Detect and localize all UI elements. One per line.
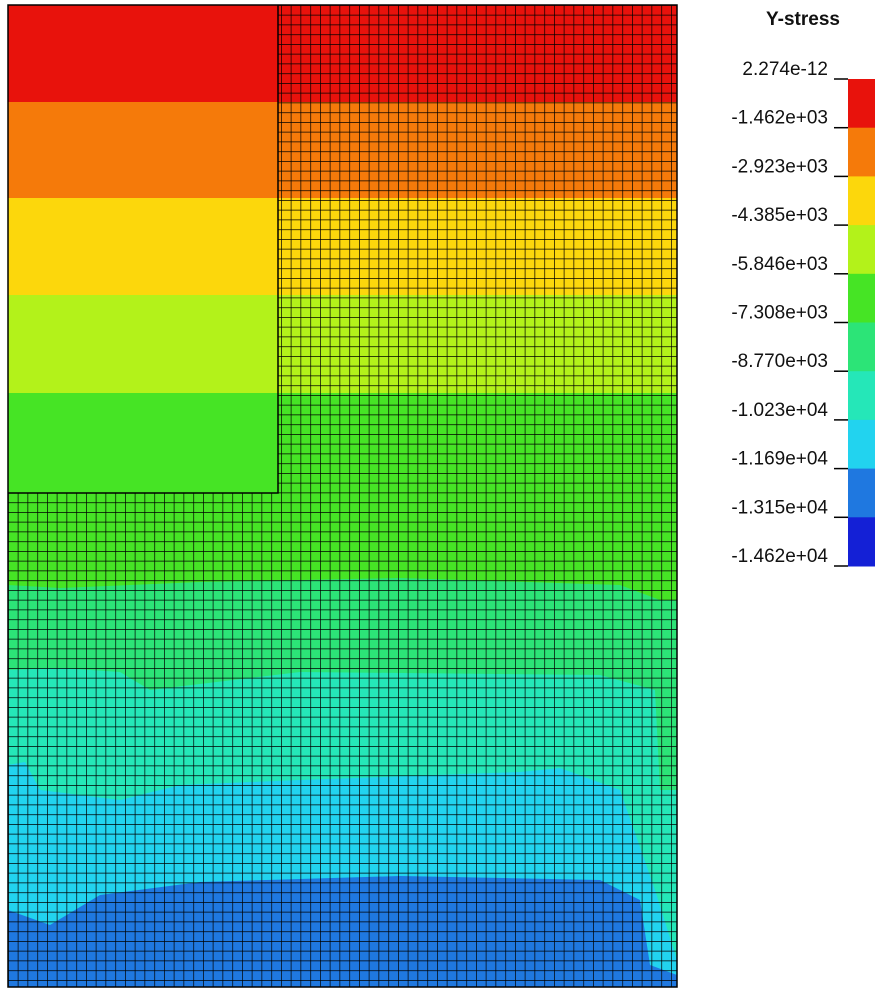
- legend-label: -1.023e+04: [731, 400, 828, 421]
- legend-swatch: [848, 127, 875, 177]
- legend: 2.274e-12 -1.462e+03 -2.923e+03 -4.385e+03 -…: [731, 59, 875, 567]
- legend-swatch: [848, 273, 875, 323]
- legend-title: Y-stress: [766, 9, 840, 30]
- mesh: [278, 5, 677, 493]
- legend-swatch: [848, 225, 875, 275]
- legend-label: -7.308e+03: [731, 303, 828, 324]
- legend-swatch: [848, 371, 875, 421]
- legend-label: -1.315e+04: [731, 497, 828, 518]
- mesh: [8, 493, 677, 987]
- legend-swatch: [848, 322, 875, 372]
- legend-label: -8.770e+03: [731, 351, 828, 372]
- legend-label: -1.462e+04: [731, 546, 828, 567]
- legend-swatch: [848, 79, 875, 129]
- legend-label: -1.169e+04: [731, 449, 828, 470]
- legend-label: 2.274e-12: [742, 59, 828, 80]
- legend-label: -2.923e+03: [731, 156, 828, 177]
- legend-swatch: [848, 468, 875, 518]
- legend-label: -5.846e+03: [731, 254, 828, 275]
- legend-swatch: [848, 176, 875, 226]
- outline: [7, 4, 678, 988]
- legend-label: -1.462e+03: [731, 108, 828, 129]
- legend-swatch: [848, 517, 875, 567]
- legend-swatch: [848, 419, 875, 470]
- legend-label: -4.385e+03: [731, 205, 828, 226]
